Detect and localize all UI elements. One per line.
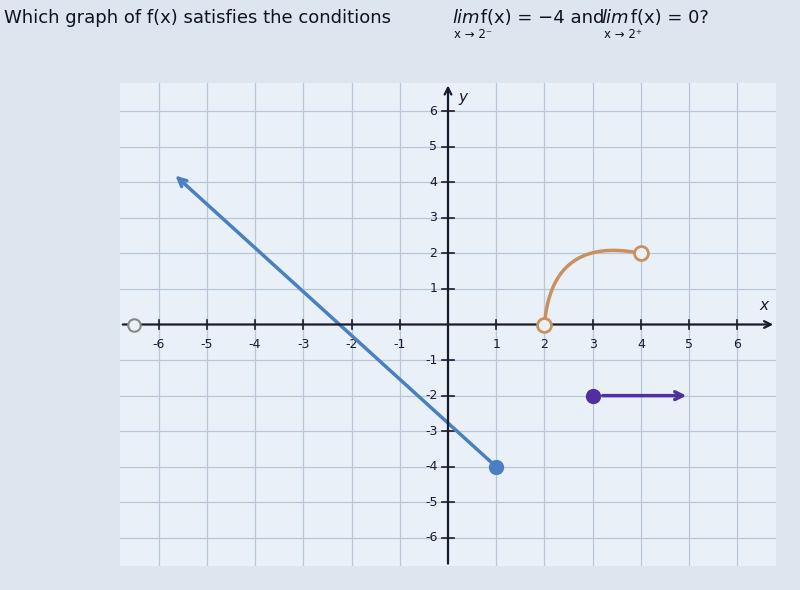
Text: -1: -1 <box>425 353 438 366</box>
Text: f(x) = 0?: f(x) = 0? <box>625 9 709 27</box>
Text: 1: 1 <box>430 283 438 296</box>
Text: lim: lim <box>452 9 479 27</box>
Text: -3: -3 <box>297 338 310 351</box>
Text: -5: -5 <box>201 338 213 351</box>
Text: 3: 3 <box>430 211 438 224</box>
Text: -2: -2 <box>346 338 358 351</box>
Text: -5: -5 <box>425 496 438 509</box>
Text: x → 2⁻: x → 2⁻ <box>454 28 493 41</box>
Text: 5: 5 <box>685 338 693 351</box>
Text: -4: -4 <box>425 460 438 473</box>
Text: -6: -6 <box>153 338 165 351</box>
Text: 3: 3 <box>589 338 597 351</box>
Text: -2: -2 <box>425 389 438 402</box>
Text: 4: 4 <box>637 338 645 351</box>
Text: 6: 6 <box>734 338 742 351</box>
Text: y: y <box>458 90 468 104</box>
Text: -4: -4 <box>249 338 262 351</box>
Text: -3: -3 <box>425 425 438 438</box>
Text: 2: 2 <box>430 247 438 260</box>
Text: Which graph of f(x) satisfies the conditions: Which graph of f(x) satisfies the condit… <box>4 9 391 27</box>
Text: x: x <box>760 298 769 313</box>
Text: 4: 4 <box>430 176 438 189</box>
Text: 6: 6 <box>430 104 438 117</box>
Text: -6: -6 <box>425 532 438 545</box>
Text: lim: lim <box>602 9 629 27</box>
Text: 2: 2 <box>541 338 549 351</box>
Text: 5: 5 <box>430 140 438 153</box>
Text: f(x) = −4 and: f(x) = −4 and <box>475 9 610 27</box>
Text: 1: 1 <box>492 338 500 351</box>
Text: -1: -1 <box>394 338 406 351</box>
Text: x → 2⁺: x → 2⁺ <box>604 28 642 41</box>
